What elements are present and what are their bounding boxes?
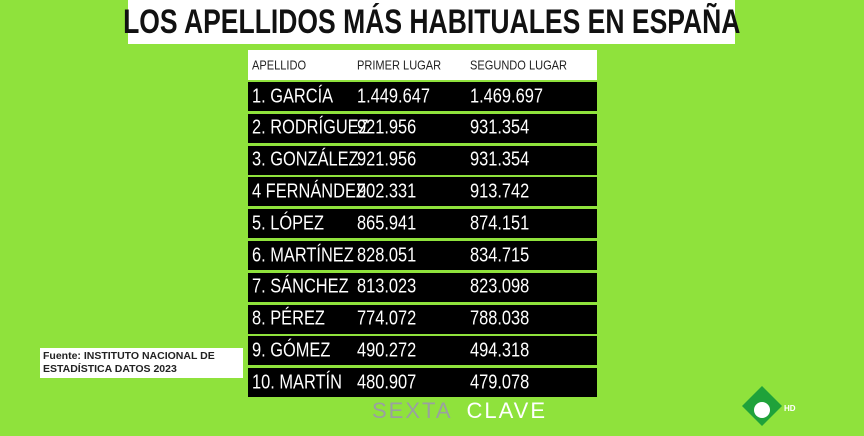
cell: 931.354 [470,116,530,139]
table-row: 10. MARTÍN 480.907 479.078 [248,368,597,398]
cell: 828.051 [357,244,417,266]
cell: 834.715 [470,244,530,266]
cell: 931.354 [470,148,530,171]
table-row: 2. RODRÍGUEZ 921.956 931.354 [248,113,597,143]
cell: 788.038 [470,307,530,330]
table-row: 1. GARCÍA 1.449.647 1.469.697 [248,82,597,111]
logo-right: CLAVE [466,398,548,423]
cell: 913.742 [470,180,530,203]
cell: 479.078 [470,371,530,394]
cell: 1.449.647 [357,85,430,107]
cell: 874.151 [470,212,530,235]
cell: 5. LÓPEZ [252,212,325,235]
table-row: 4 FERNÁNDEZ 902.331 913.742 [248,177,597,207]
cell: 1.469.697 [470,85,543,107]
source-line: ESTADÍSTICA DATOS 2023 [43,363,177,375]
cell: 7. SÁNCHEZ [252,275,349,298]
table-row: 5. LÓPEZ 865.941 874.151 [248,209,597,239]
cell: 490.272 [357,339,417,362]
cell: 9. GÓMEZ [252,339,331,362]
source-line: Fuente: INSTITUTO NACIONAL DE [43,350,215,362]
cell: 494.318 [470,339,530,362]
header-row: APELLIDO PRIMER LUGAR SEGUNDO LUGAR [248,50,597,80]
cell: PRIMER LUGAR [357,57,442,73]
cell: 865.941 [357,212,417,235]
table-row: 8. PÉREZ 774.072 788.038 [248,304,597,334]
cell: 1. GARCÍA [252,85,334,107]
table-row: 7. SÁNCHEZ 813.023 823.098 [248,272,597,302]
cell: 774.072 [357,307,417,330]
cell: 480.907 [357,371,417,394]
cell: 902.331 [357,180,417,203]
cell: 921.956 [357,148,417,171]
cell: 4 FERNÁNDEZ [252,180,366,203]
cell: 10. MARTÍN [252,371,342,394]
logo-left: SEXTA [372,398,453,423]
cell: 823.098 [470,275,530,298]
cell: SEGUNDO LUGAR [470,57,568,73]
channel-six [754,402,770,418]
channel-logo [742,386,782,426]
cell: 6. MARTÍNEZ [252,244,354,266]
table-row: 3. GONZÁLEZ 921.956 931.354 [248,145,597,175]
channel-hd: HD [784,404,796,413]
cell: 3. GONZÁLEZ [252,148,359,171]
title: LOS APELLIDOS MÁS HABITUALES EN ESPAÑA [122,2,741,41]
cell: 813.023 [357,275,417,298]
cell: 8. PÉREZ [252,307,325,330]
cell: 921.956 [357,116,417,139]
cell: APELLIDO [252,57,307,73]
title-box: LOS APELLIDOS MÁS HABITUALES EN ESPAÑA [123,0,740,44]
show-logo: SEXTA CLAVE [372,398,547,424]
table-row: 6. MARTÍNEZ 828.051 834.715 [248,241,597,270]
cell: 2. RODRÍGUEZ [252,116,369,139]
table-row: 9. GÓMEZ 490.272 494.318 [248,336,597,366]
source-box: Fuente: INSTITUTO NACIONAL DE ESTADÍSTIC… [40,348,243,378]
